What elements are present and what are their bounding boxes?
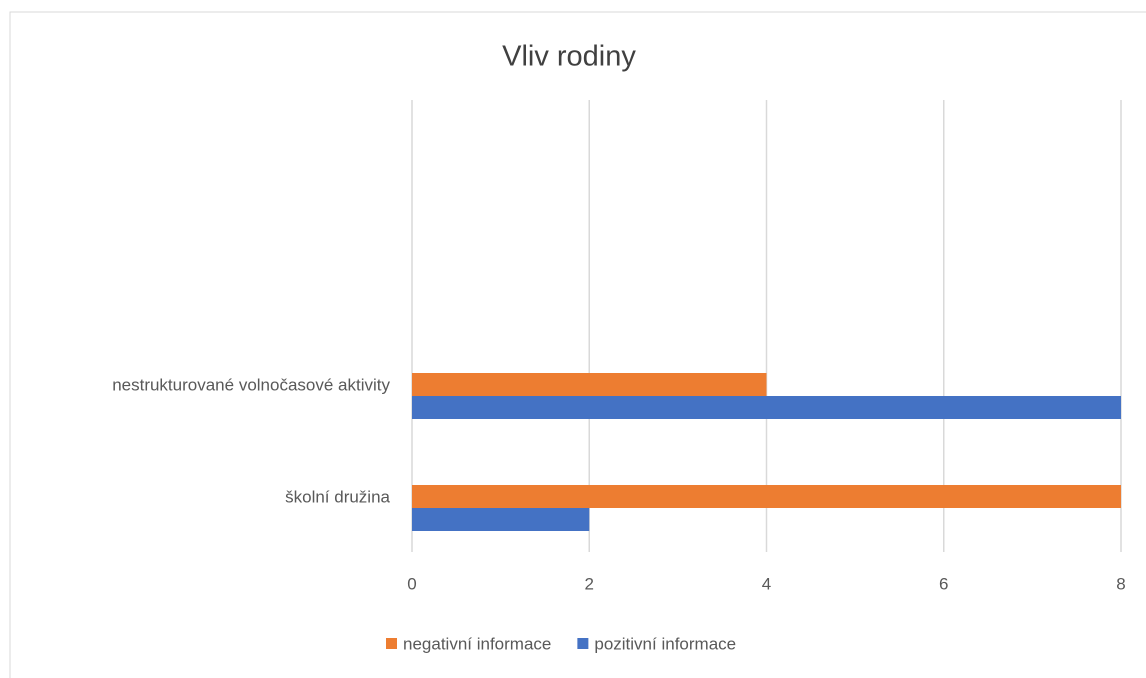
y-tick-label: školní družina xyxy=(285,487,390,506)
x-tick-label: 2 xyxy=(585,574,594,593)
legend-label: negativní informace xyxy=(403,634,551,653)
legend-swatch xyxy=(386,638,397,649)
bar xyxy=(412,396,1121,419)
x-tick-label: 4 xyxy=(762,574,771,593)
x-tick-label: 8 xyxy=(1116,574,1125,593)
x-tick-label: 6 xyxy=(939,574,948,593)
bar xyxy=(412,508,590,531)
x-tick-label: 0 xyxy=(407,574,416,593)
legend-label: pozitivní informace xyxy=(594,634,736,653)
chart-title: Vliv rodiny xyxy=(502,41,636,73)
bar xyxy=(412,373,767,396)
bar xyxy=(412,485,1121,508)
legend-swatch xyxy=(577,638,589,649)
y-tick-label: nestrukturované volnočasové aktivity xyxy=(112,375,390,394)
chart-border xyxy=(9,11,1146,678)
